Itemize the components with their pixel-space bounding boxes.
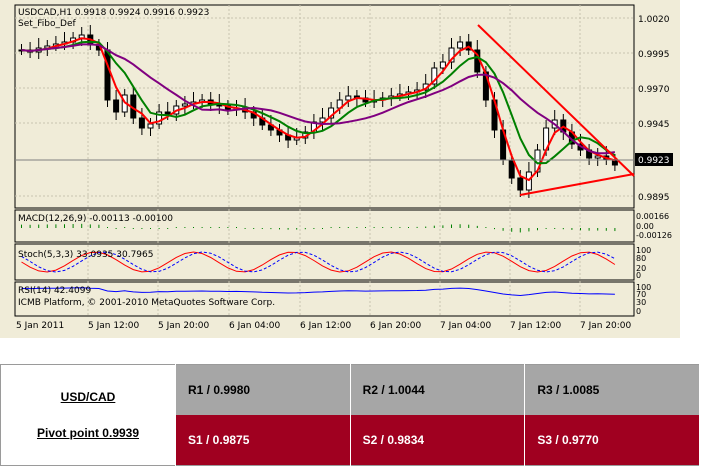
rsi-label: RSI(14) 42.4099 — [18, 286, 91, 296]
price-tick: 0.9995 — [638, 50, 670, 60]
main-panel-frame — [14, 4, 635, 209]
s1-cell: S1 / 0.9875 — [175, 415, 351, 466]
rsi-panel-frame — [14, 281, 635, 317]
pair-cell: USD/CAD Pivot point 0.9939 — [0, 364, 176, 466]
stoch-main-line — [21, 251, 616, 273]
candle-body — [517, 177, 524, 191]
macd-label: MACD(12,26,9) -0.00113 -0.00100 — [18, 214, 173, 224]
candle-body — [164, 111, 171, 115]
chart-canvas[interactable]: 0.9923 1.0020 0.9995 0.9970 0.9945 0.989… — [0, 0, 716, 340]
copyright-label: ICMB Platform, © 2001-2010 MetaQuotes So… — [18, 298, 275, 308]
fibo-label: Set_Fibo_Def — [18, 19, 76, 29]
stoch-label: Stoch(5,3,3) 33.0935 30.7965 — [18, 250, 153, 260]
stoch-tick: 20 — [636, 264, 646, 273]
stoch-signal-line — [21, 251, 616, 273]
stoch-tick: 0 — [636, 271, 641, 280]
pair-title: USD/CAD — [60, 390, 116, 404]
s2-cell: S2 / 0.9834 — [350, 415, 526, 466]
rsi-line — [21, 287, 615, 297]
candle-body — [345, 95, 352, 101]
macd-tick: 0.00 — [636, 222, 654, 231]
trendline-upper — [477, 24, 635, 177]
rsi-tick: 100 — [636, 283, 651, 292]
macd-panel-frame — [14, 209, 635, 243]
candle-body — [594, 155, 601, 159]
stoch-panel-frame — [14, 243, 635, 281]
time-label: 7 Jan 20:00 — [580, 321, 632, 331]
r1-cell: R1 / 0.9980 — [175, 364, 351, 415]
price-tick: 0.9945 — [638, 120, 670, 130]
trendline-lower — [519, 173, 635, 196]
candle-body — [431, 67, 438, 85]
candle-body — [113, 99, 120, 113]
candle-body — [147, 123, 154, 129]
candle-body — [508, 159, 515, 179]
candle-body — [181, 103, 188, 107]
moving-average-line — [21, 37, 616, 182]
macd-tick: -0.00126 — [636, 231, 672, 240]
pivot-table: USD/CAD Pivot point 0.9939 R1 / 0.9980 R… — [0, 364, 700, 466]
indicators — [21, 223, 616, 297]
time-label: 6 Jan 20:00 — [370, 321, 422, 331]
candle-body — [156, 111, 163, 125]
candle-body — [104, 49, 111, 101]
candle-body — [319, 117, 326, 123]
time-label: 5 Jan 20:00 — [158, 321, 210, 331]
current-price-box — [635, 153, 673, 166]
trendlines — [477, 24, 635, 196]
stoch-tick: 100 — [636, 246, 651, 255]
candle-body — [439, 61, 446, 69]
rsi-tick: 30 — [636, 298, 646, 307]
moving-averages — [21, 37, 616, 182]
time-label: 7 Jan 12:00 — [510, 321, 562, 331]
rsi-tick: 70 — [636, 290, 646, 299]
price-tick: 0.9895 — [638, 193, 670, 203]
current-price-label: 0.9923 — [638, 156, 670, 166]
moving-average-line — [21, 40, 616, 165]
chart-header: USDCAD,H1 0.9918 0.9924 0.9916 0.9923 — [18, 8, 209, 18]
rsi-tick: 0 — [636, 307, 641, 316]
candle-body — [138, 117, 145, 129]
candle-body — [448, 47, 455, 63]
r2-cell: R2 / 1.0044 — [350, 364, 526, 415]
time-label: 7 Jan 04:00 — [440, 321, 492, 331]
r3-cell: R3 / 1.0085 — [524, 364, 700, 415]
stoch-tick: 80 — [636, 254, 646, 263]
macd-tick: 0.00166 — [636, 212, 669, 221]
time-label: 6 Jan 04:00 — [229, 321, 281, 331]
pivot-point: Pivot point 0.9939 — [36, 426, 140, 440]
s3-cell: S3 / 0.9770 — [524, 415, 700, 466]
price-tick: 1.0020 — [638, 15, 670, 25]
price-tick: 0.9970 — [638, 85, 670, 95]
price-chart[interactable]: 0.9923 1.0020 0.9995 0.9970 0.9945 0.989… — [0, 0, 716, 340]
moving-average-line — [21, 43, 616, 155]
time-label: 6 Jan 12:00 — [300, 321, 352, 331]
time-label: 5 Jan 12:00 — [88, 321, 140, 331]
candlesticks — [18, 25, 618, 198]
candle-body — [457, 41, 464, 49]
time-label: 5 Jan 2011 — [16, 321, 64, 331]
